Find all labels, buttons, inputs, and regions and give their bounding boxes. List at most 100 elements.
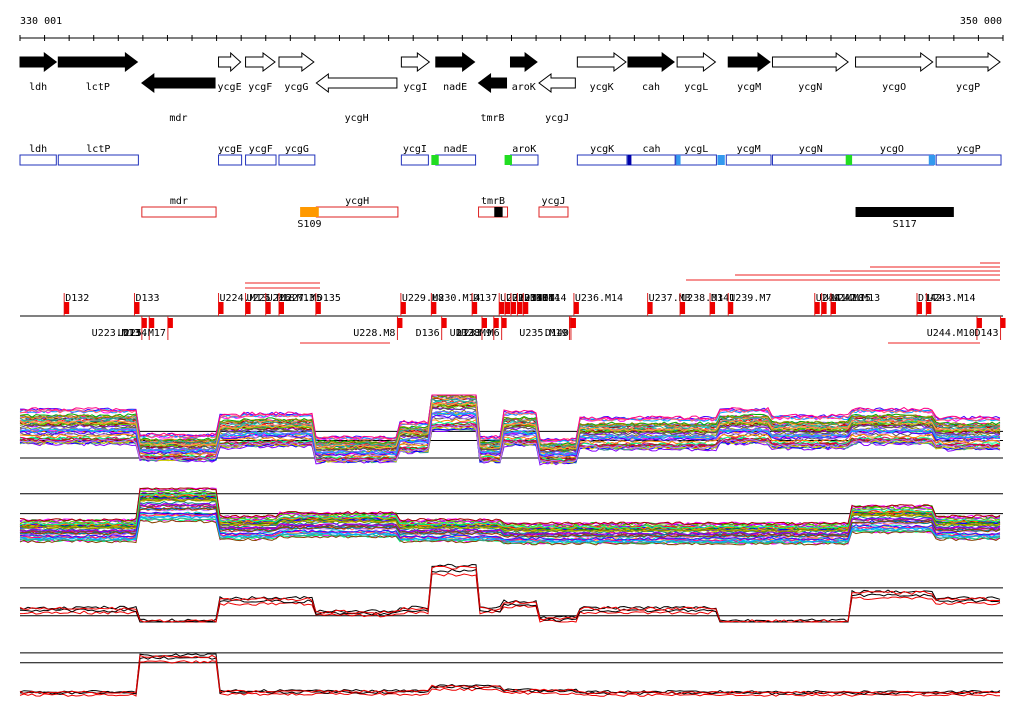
feature-label-above: U236.M14: [575, 293, 623, 304]
operon-box-ycgL: [675, 154, 717, 166]
feature-marker: [916, 302, 922, 314]
profile-series: [19, 506, 1001, 538]
feature-marker: [441, 318, 447, 328]
feature-label-above: U240.M10: [816, 293, 864, 304]
operon-label-mdr: mdr: [170, 196, 188, 207]
gene-arrow-ycgJ: [538, 73, 576, 93]
special-block: [855, 207, 954, 217]
feature-marker: [570, 318, 576, 328]
gene-arrow-ycgI: [400, 52, 431, 72]
operon-box-ycgO: [849, 154, 935, 166]
feature-label-below: U228.M8: [353, 328, 395, 339]
operon-label-ycgG: ycgG: [285, 144, 309, 155]
gene-label-ycgE: ycgE: [218, 82, 242, 93]
operon-box-ycgJ: [538, 206, 569, 218]
profile-series: [19, 492, 1001, 529]
feature-marker: [501, 318, 507, 328]
operon-mark: [504, 155, 512, 165]
operon-label-ycgM: ycgM: [737, 144, 761, 155]
gene-arrow-ycgE: [218, 51, 242, 73]
gene-label-ycgH: ycgH: [345, 113, 369, 124]
operon-box-mdr: [141, 206, 217, 218]
gene-arrow-ycgM: [727, 52, 771, 72]
ruler-start-label: 330 001: [20, 16, 62, 27]
operon-box-ldh: [19, 154, 57, 166]
feature-label-above: D132: [65, 293, 89, 304]
feature-marker: [573, 302, 579, 314]
gene-label-ycgP: ycgP: [956, 82, 980, 93]
profile-series: [19, 495, 1001, 531]
feature-label-above: U232.M14: [506, 293, 554, 304]
feature-label-above: U243.M14: [927, 293, 975, 304]
feature-marker: [472, 302, 478, 314]
operon-label-ldh: ldh: [29, 144, 47, 155]
feature-label-above: D141: [711, 293, 735, 304]
feature-label-below: U235.M19: [519, 328, 567, 339]
gene-label-ycgJ: ycgJ: [545, 113, 569, 124]
operon-label-ycgO: ycgO: [880, 144, 904, 155]
gene-label-ycgO: ycgO: [882, 82, 906, 93]
gene-track: ldh lctP mdr ycgE ycgF ycgG ycgH ycgI nadE tmrB ar…: [19, 51, 1001, 124]
feature-label-above: U229.M8: [402, 293, 444, 304]
feature-label-below: U232.M9: [450, 328, 492, 339]
operon-box-ycgN: [771, 154, 850, 166]
special-block: [494, 207, 503, 217]
operon-mark: [928, 155, 936, 165]
feature-marker: [821, 302, 827, 314]
feature-label-below: D136: [416, 328, 440, 339]
operon-box-ycgM: [725, 154, 772, 166]
profile-series: [19, 498, 1001, 533]
gene-arrow-ycgK: [576, 52, 627, 72]
operon-box-ycgG: [278, 154, 316, 166]
feature-marker: [493, 318, 499, 328]
gene-label-ldh: ldh: [29, 82, 47, 93]
operon-label-cah: cah: [643, 144, 661, 155]
feature-label-above: D139: [524, 293, 548, 304]
feature-marker: [141, 318, 147, 328]
feature-label-above: D135: [317, 293, 341, 304]
profile-series: [19, 513, 1001, 542]
operon-label-ycgE: ycgE: [218, 144, 242, 155]
profile-series: [19, 414, 1001, 457]
feature-marker: [680, 302, 686, 314]
gene-label-ycgI: ycgI: [403, 82, 427, 93]
special-block-label: S109: [297, 219, 321, 230]
operon-box-ycgK: [576, 154, 628, 166]
operon-mark: [676, 155, 681, 165]
feature-label-above: U239.M7: [729, 293, 771, 304]
gene-label-ycgL: ycgL: [684, 82, 708, 93]
feature-label-above: U225.M18: [247, 293, 295, 304]
profile-series: [19, 654, 1001, 695]
gene-label-tmrB: tmrB: [480, 113, 504, 124]
expression-profile-1: [19, 394, 1003, 466]
gene-label-ycgN: ycgN: [798, 82, 822, 93]
gene-arrow-ycgH: [315, 73, 398, 93]
feature-label-above: U226.M13: [267, 293, 315, 304]
feature-label-below: U233.M6: [457, 328, 499, 339]
feature-marker: [510, 302, 516, 314]
gene-arrow-mdr: [141, 73, 216, 93]
operon-box-ycgI: [400, 154, 429, 166]
gene-label-nadE: nadE: [443, 82, 467, 93]
feature-label-below: D143: [974, 328, 998, 339]
gene-arrow-lctP: [57, 52, 139, 72]
profile-series: [19, 660, 1000, 697]
profile-series: [19, 490, 1001, 528]
operon-box-ycgH: [315, 206, 399, 218]
feature-label-above: U231.M10: [500, 293, 548, 304]
feature-marker: [523, 302, 529, 314]
gene-label-mdr: mdr: [169, 113, 187, 124]
operon-box-lctP: [57, 154, 139, 166]
profile-series: [19, 568, 1001, 623]
profile-series: [19, 423, 1001, 463]
gene-arrow-aroK: [509, 51, 538, 73]
gene-arrow-ycgP: [935, 52, 1001, 72]
operon-box-ycgF: [245, 154, 277, 166]
profile-series: [19, 493, 1001, 530]
feature-label-below: D138: [456, 328, 480, 339]
profile-series: [19, 506, 1001, 538]
gene-label-ycgF: ycgF: [248, 82, 272, 93]
feature-label-above: U234.M14: [518, 293, 566, 304]
